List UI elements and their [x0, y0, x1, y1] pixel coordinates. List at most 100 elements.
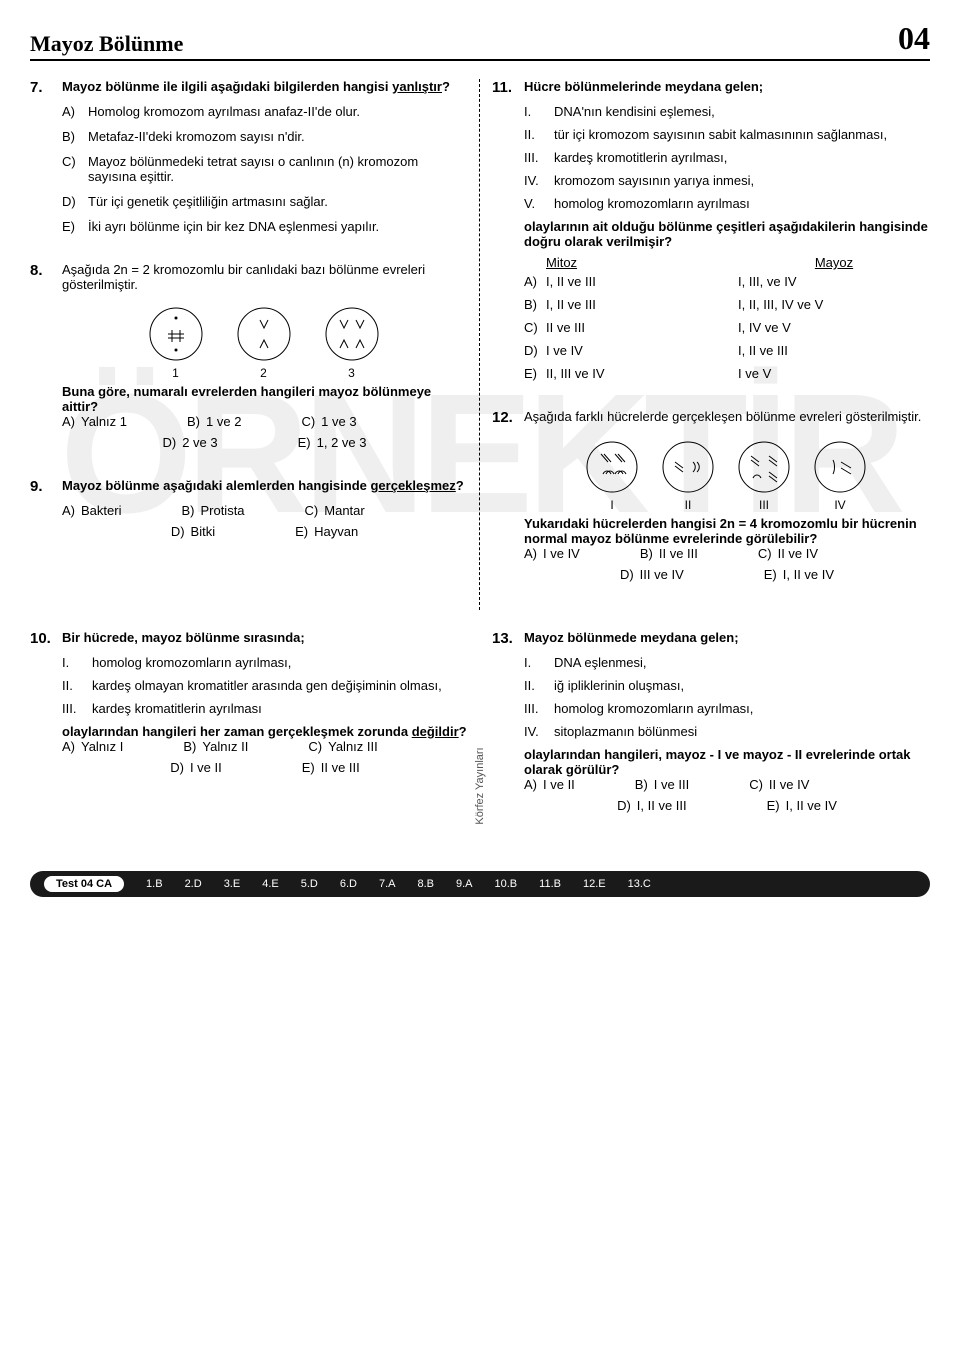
- q7-stem: Mayoz bölünme ile ilgili aşağıdaki bilgi…: [62, 79, 450, 96]
- ans-10: 10.B: [495, 878, 518, 890]
- cell-diagram-i: [583, 438, 641, 496]
- q10-roman-iii: III.kardeş kromatitlerin ayrılması: [62, 701, 468, 716]
- ans-11: 11.B: [539, 878, 561, 890]
- cell-diagram-1: [146, 304, 206, 364]
- ans-2: 2.D: [185, 878, 202, 890]
- ans-8: 8.B: [417, 878, 434, 890]
- q12-cell-label-2: II: [659, 498, 717, 512]
- q12-cell-label-3: III: [735, 498, 793, 512]
- q7-number: 7.: [30, 79, 52, 96]
- q12-opt-c: C) II ve IV: [758, 546, 818, 561]
- q8-opt-c: C) 1 ve 3: [301, 414, 356, 429]
- q12-ask: Yukarıdaki hücrelerden hangisi 2n = 4 kr…: [492, 516, 930, 546]
- q13-opt-b: B) I ve III: [635, 777, 689, 792]
- q11-roman-ii: II.tür içi kromozom sayısının sabit kalm…: [524, 127, 930, 142]
- q9-opt-c: C) Mantar: [305, 503, 365, 518]
- q10-opt-a: A) Yalnız I: [62, 739, 123, 754]
- q8-opt-b: B) 1 ve 2: [187, 414, 241, 429]
- q10-number: 10.: [30, 630, 52, 647]
- cell-diagram-2: [234, 304, 294, 364]
- ans-1: 1.B: [146, 878, 163, 890]
- q11-roman-i: I.DNA'nın kendisini eşlemesi,: [524, 104, 930, 119]
- q12-opt-b: B) II ve III: [640, 546, 698, 561]
- q12-opt-a: A) I ve IV: [524, 546, 580, 561]
- q8-cell-label-3: 3: [322, 366, 382, 380]
- q12-cell-label-1: I: [583, 498, 641, 512]
- question-8: 8. Aşağıda 2n = 2 kromozomlu bir canlıda…: [30, 262, 467, 450]
- q7-stem-text: Mayoz bölünme ile ilgili aşağıdaki bilgi…: [62, 79, 392, 94]
- q7-opt-e: E)İki ayrı bölünme için bir kez DNA eşle…: [62, 219, 467, 234]
- q11-stem: Hücre bölünmelerinde meydana gelen;: [524, 79, 763, 96]
- q12-opt-e: E) I, II ve IV: [764, 567, 834, 582]
- ans-6: 6.D: [340, 878, 357, 890]
- q8-stem: Aşağıda 2n = 2 kromozomlu bir canlıdaki …: [62, 262, 467, 292]
- question-11: 11. Hücre bölünmelerinde meydana gelen; …: [492, 79, 930, 381]
- cell-diagram-iv: [811, 438, 869, 496]
- answer-key-footer: Test 04 CA 1.B 2.D 3.E 4.E 5.D 6.D 7.A 8…: [30, 871, 930, 897]
- q11-roman-iv: IV.kromozom sayısının yarıya inmesi,: [524, 173, 930, 188]
- q8-cell-label-1: 1: [146, 366, 206, 380]
- publisher-label: Körfez Yayınları: [474, 747, 486, 824]
- q12-cell-label-4: IV: [811, 498, 869, 512]
- q8-opt-d: D) 2 ve 3: [162, 435, 217, 450]
- cell-diagram-3: [322, 304, 382, 364]
- q8-cells: 1 2: [30, 304, 467, 380]
- q10-opt-d: D) I ve II: [170, 760, 222, 775]
- q13-roman-ii: II.iğ ipliklerinin oluşması,: [524, 678, 930, 693]
- ans-5: 5.D: [301, 878, 318, 890]
- q7-opt-b: B)Metafaz-II'deki kromozom sayısı n'dir.: [62, 129, 467, 144]
- ans-7: 7.A: [379, 878, 396, 890]
- q11-table: Mitoz Mayoz A)I, II ve IIII, III, ve IV …: [492, 255, 930, 381]
- q13-opt-d: D) I, II ve III: [617, 798, 687, 813]
- q12-opt-d: D) III ve IV: [620, 567, 684, 582]
- header-title: Mayoz Bölünme: [30, 31, 183, 57]
- q8-opt-a: A) Yalnız 1: [62, 414, 127, 429]
- q10-roman-ii: II.kardeş olmayan kromatitler arasında g…: [62, 678, 468, 693]
- q11-row-d: D)I ve IVI, II ve III: [524, 343, 930, 358]
- cell-diagram-iii: [735, 438, 793, 496]
- q10-opt-c: C) Yalnız III: [308, 739, 377, 754]
- q9-opt-e: E) Hayvan: [295, 524, 358, 539]
- q13-roman-i: I.DNA eşlenmesi,: [524, 655, 930, 670]
- q13-roman-iv: IV.sitoplazmanın bölünmesi: [524, 724, 930, 739]
- ans-13: 13.C: [628, 878, 651, 890]
- question-13: 13. Mayoz bölünmede meydana gelen; I.DNA…: [492, 630, 930, 813]
- q11-roman-v: V.homolog kromozomların ayrılması: [524, 196, 930, 211]
- q8-ask: Buna göre, numaralı evrelerden hangileri…: [30, 384, 467, 414]
- question-7: 7. Mayoz bölünme ile ilgili aşağıdaki bi…: [30, 79, 467, 234]
- header-number: 04: [898, 20, 930, 57]
- q11-row-a: A)I, II ve IIII, III, ve IV: [524, 274, 930, 289]
- q9-number: 9.: [30, 478, 52, 495]
- q13-opt-e: E) I, II ve IV: [767, 798, 837, 813]
- q13-opt-c: C) II ve IV: [749, 777, 809, 792]
- q11-roman-iii: III.kardeş kromotitlerin ayrılması,: [524, 150, 930, 165]
- q10-opt-b: B) Yalnız II: [183, 739, 248, 754]
- q11-ask: olaylarının ait olduğu bölünme çeşitleri…: [492, 219, 930, 249]
- q10-stem: Bir hücrede, mayoz bölünme sırasında;: [62, 630, 305, 647]
- q11-number: 11.: [492, 79, 514, 96]
- q9-opt-d: D) Bitki: [171, 524, 215, 539]
- q7-stem-end: ?: [442, 79, 450, 94]
- q10-roman-i: I.homolog kromozomların ayrılması,: [62, 655, 468, 670]
- footer-label: Test 04 CA: [44, 876, 124, 892]
- q11-row-b: B)I, II ve IIII, II, III, IV ve V: [524, 297, 930, 312]
- q13-number: 13.: [492, 630, 514, 647]
- q10-ask: olaylarından hangileri her zaman gerçekl…: [30, 724, 468, 739]
- q8-number: 8.: [30, 262, 52, 292]
- q9-opt-b: B) Protista: [181, 503, 244, 518]
- q12-cells: I II: [492, 438, 930, 512]
- q7-opt-d: D)Tür içi genetik çeşitliliğin artmasını…: [62, 194, 467, 209]
- q11-col1-header: Mitoz: [546, 255, 738, 270]
- q8-opt-e: E) 1, 2 ve 3: [298, 435, 367, 450]
- q13-opt-a: A) I ve II: [524, 777, 575, 792]
- q9-stem: Mayoz bölünme aşağıdaki alemlerden hangi…: [62, 478, 464, 495]
- page-header: Mayoz Bölünme 04: [30, 20, 930, 61]
- q11-row-c: C)II ve IIII, IV ve V: [524, 320, 930, 335]
- q7-stem-underline: yanlıştır: [392, 79, 442, 94]
- q7-opt-c: C)Mayoz bölünmedeki tetrat sayısı o canl…: [62, 154, 467, 184]
- q8-cell-label-2: 2: [234, 366, 294, 380]
- ans-3: 3.E: [224, 878, 241, 890]
- question-12: 12. Aşağıda farklı hücrelerde gerçekleşe…: [492, 409, 930, 582]
- q9-opt-a: A) Bakteri: [62, 503, 121, 518]
- q7-opt-a: A)Homolog kromozom ayrılması anafaz-II'd…: [62, 104, 467, 119]
